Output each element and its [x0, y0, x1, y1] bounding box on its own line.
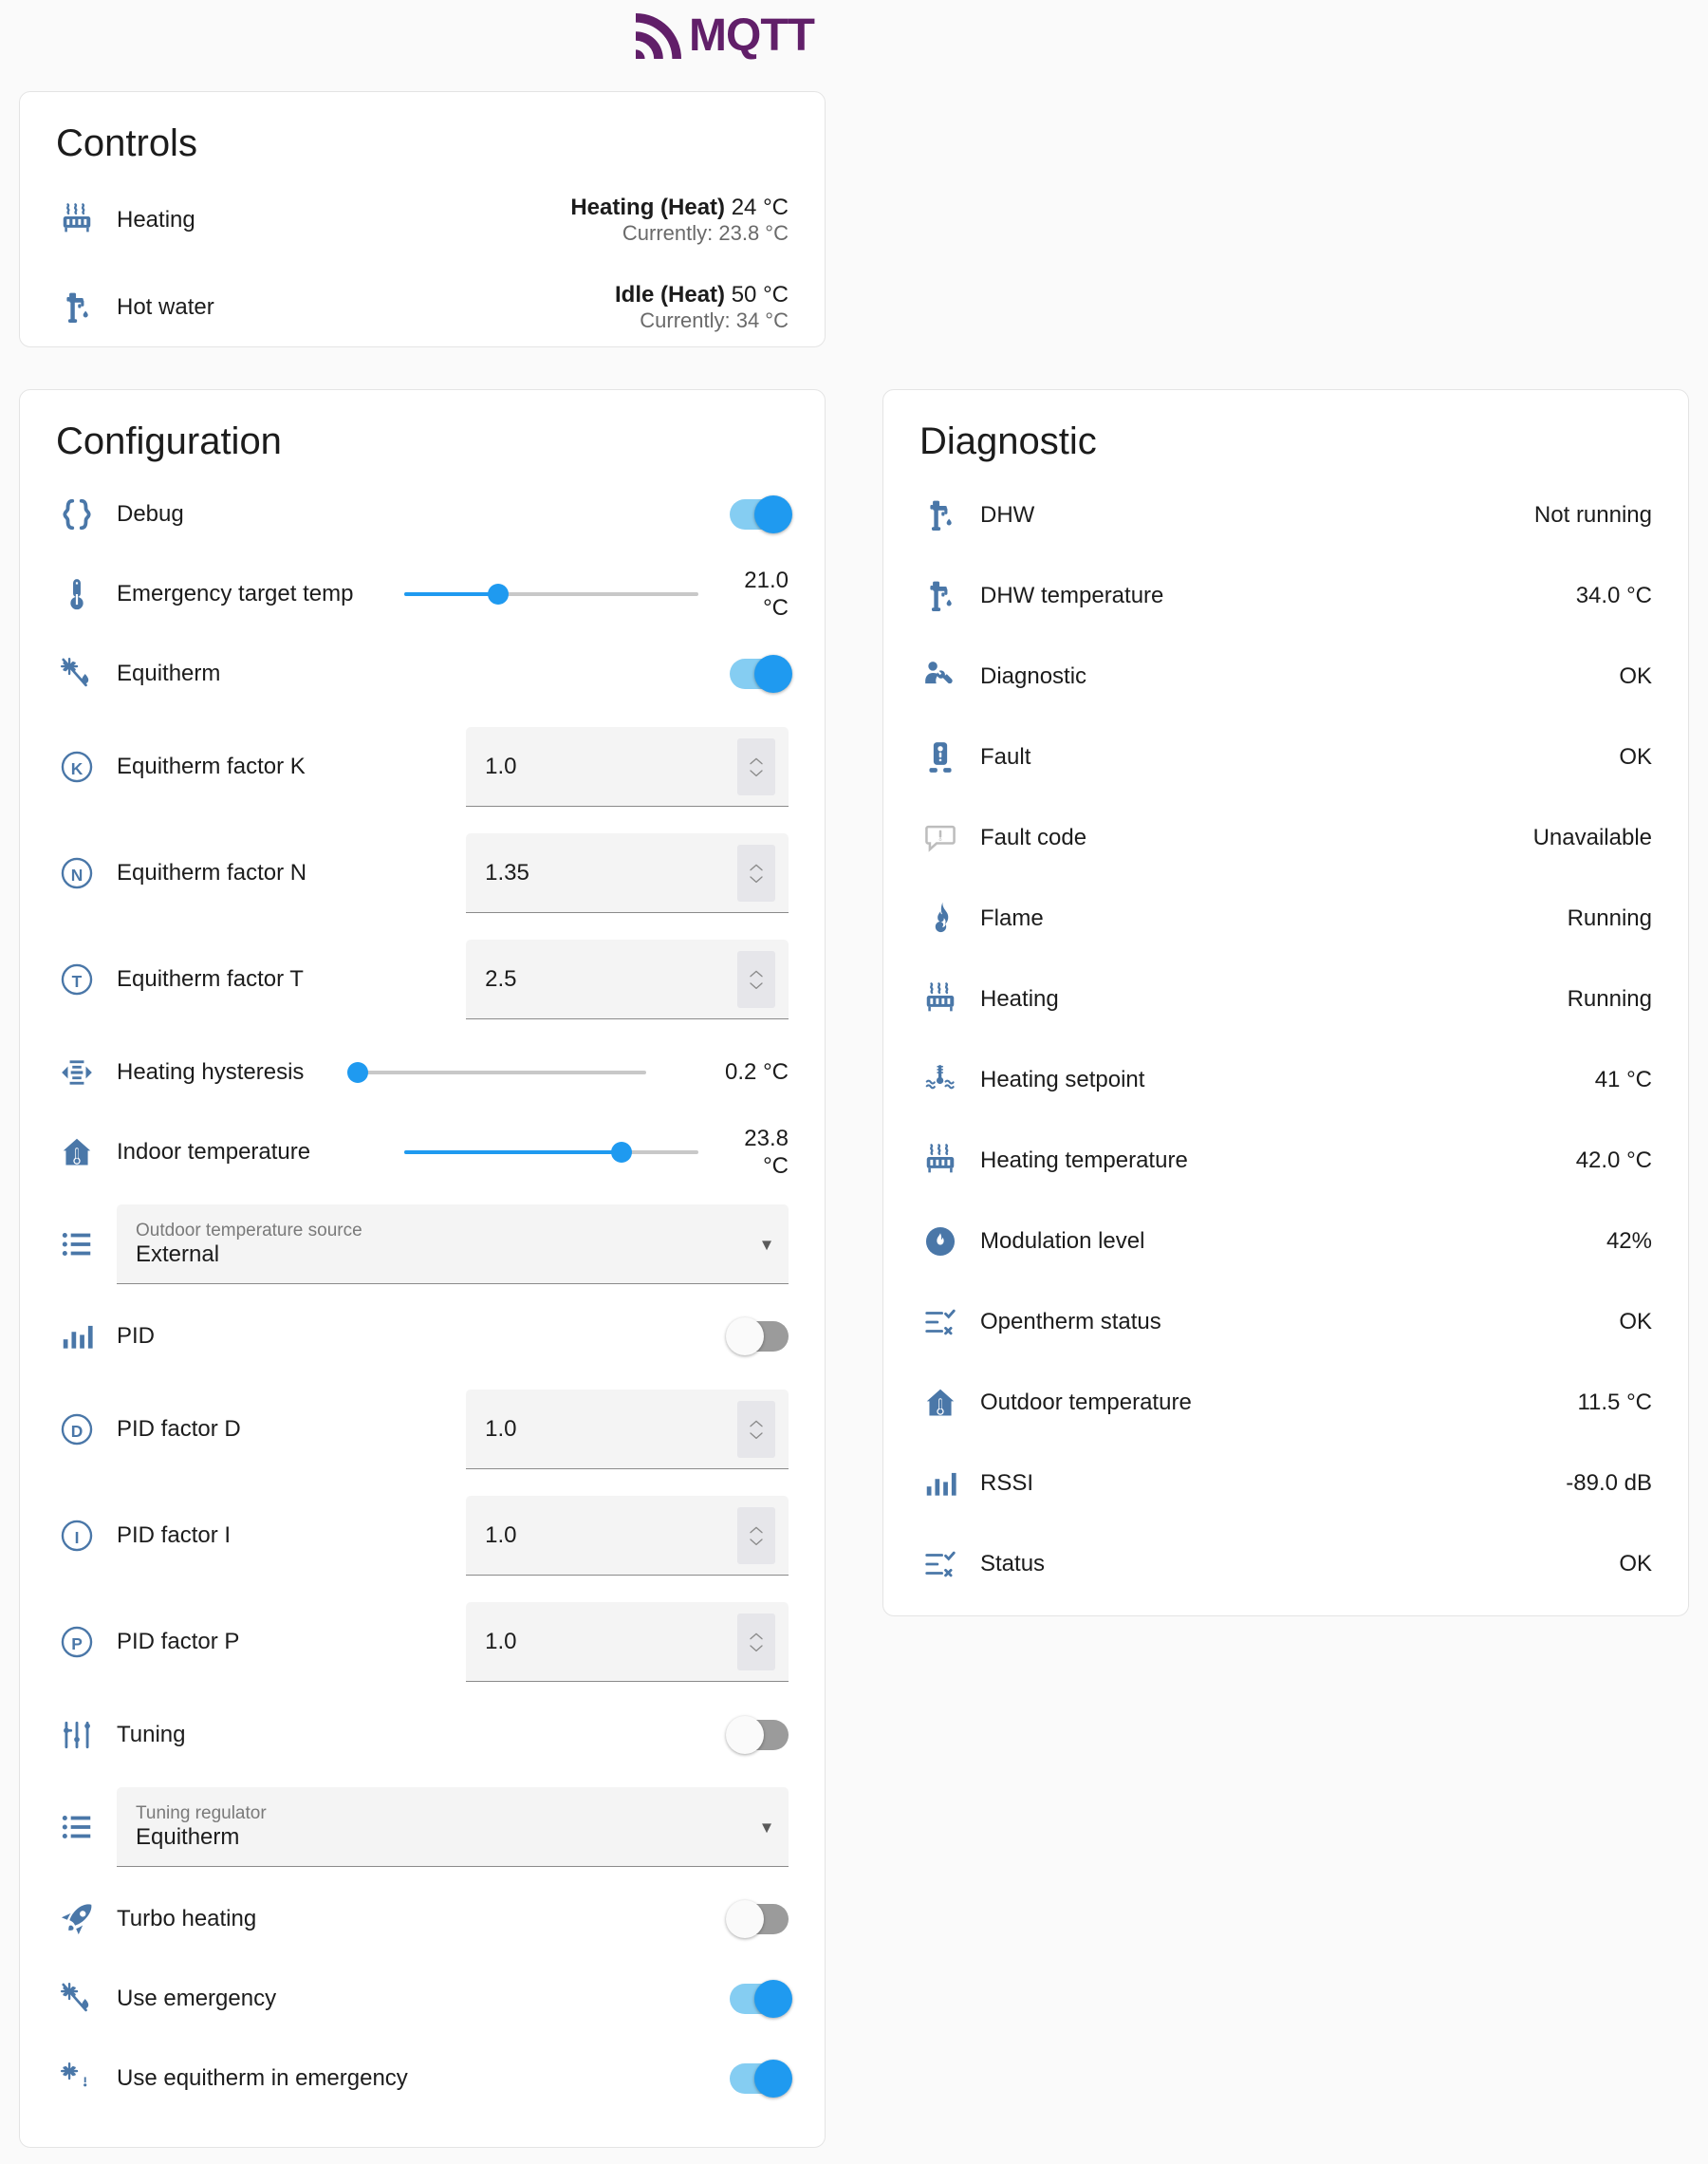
svg-text:K: K	[71, 759, 84, 778]
svg-text:N: N	[71, 866, 84, 885]
svg-text:P: P	[71, 1634, 83, 1653]
svg-text:D: D	[71, 1422, 84, 1441]
svg-text:T: T	[72, 972, 83, 991]
svg-text:I: I	[75, 1528, 80, 1547]
